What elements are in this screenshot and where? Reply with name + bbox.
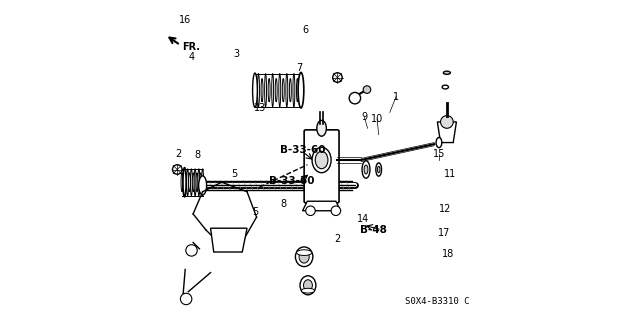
Ellipse shape bbox=[268, 78, 270, 102]
Text: 16: 16 bbox=[179, 15, 191, 25]
Text: 14: 14 bbox=[356, 214, 369, 224]
Text: 2: 2 bbox=[334, 234, 340, 244]
Polygon shape bbox=[437, 122, 456, 142]
Ellipse shape bbox=[293, 74, 295, 107]
Text: B-48: B-48 bbox=[360, 225, 387, 235]
Circle shape bbox=[363, 86, 371, 93]
Text: 6: 6 bbox=[303, 25, 308, 35]
Ellipse shape bbox=[187, 169, 189, 196]
Ellipse shape bbox=[253, 73, 257, 107]
Text: 8: 8 bbox=[280, 199, 287, 209]
Text: 9: 9 bbox=[362, 112, 367, 122]
Circle shape bbox=[333, 73, 342, 82]
Text: 7: 7 bbox=[296, 63, 303, 73]
Ellipse shape bbox=[196, 173, 198, 192]
Ellipse shape bbox=[362, 161, 370, 178]
Ellipse shape bbox=[254, 78, 256, 102]
Circle shape bbox=[349, 92, 360, 104]
Ellipse shape bbox=[192, 173, 194, 192]
Text: 4: 4 bbox=[188, 52, 195, 62]
Ellipse shape bbox=[289, 78, 291, 102]
Ellipse shape bbox=[296, 250, 312, 255]
Text: 15: 15 bbox=[433, 149, 445, 159]
Text: B-33-60: B-33-60 bbox=[269, 176, 314, 186]
Ellipse shape bbox=[444, 71, 451, 74]
Ellipse shape bbox=[183, 169, 185, 196]
Ellipse shape bbox=[364, 165, 368, 174]
Text: FR.: FR. bbox=[182, 42, 200, 52]
Ellipse shape bbox=[299, 251, 309, 263]
Ellipse shape bbox=[296, 78, 298, 102]
Text: 2: 2 bbox=[176, 149, 182, 159]
Ellipse shape bbox=[296, 247, 313, 267]
Text: 3: 3 bbox=[233, 49, 239, 59]
Ellipse shape bbox=[279, 74, 281, 107]
Ellipse shape bbox=[300, 74, 302, 107]
Text: B-33-60: B-33-60 bbox=[280, 146, 325, 156]
Ellipse shape bbox=[183, 168, 186, 197]
Text: 17: 17 bbox=[438, 228, 450, 238]
Circle shape bbox=[173, 165, 182, 174]
Ellipse shape bbox=[376, 163, 381, 176]
Ellipse shape bbox=[282, 78, 284, 102]
Polygon shape bbox=[303, 201, 340, 211]
Text: 1: 1 bbox=[393, 92, 399, 101]
Ellipse shape bbox=[298, 72, 304, 108]
Ellipse shape bbox=[189, 173, 191, 192]
FancyBboxPatch shape bbox=[304, 130, 339, 203]
Text: 10: 10 bbox=[371, 114, 383, 124]
Text: 5: 5 bbox=[231, 169, 237, 179]
Ellipse shape bbox=[264, 74, 266, 107]
Text: 5: 5 bbox=[252, 207, 258, 217]
Ellipse shape bbox=[194, 169, 196, 196]
Ellipse shape bbox=[378, 166, 380, 173]
Text: 12: 12 bbox=[439, 204, 451, 214]
Ellipse shape bbox=[181, 173, 183, 192]
Ellipse shape bbox=[191, 169, 193, 196]
Text: S0X4-B3310 C: S0X4-B3310 C bbox=[404, 297, 469, 306]
Circle shape bbox=[440, 116, 453, 128]
Circle shape bbox=[186, 245, 197, 256]
Ellipse shape bbox=[198, 169, 200, 196]
Ellipse shape bbox=[200, 173, 202, 192]
Text: 8: 8 bbox=[195, 150, 201, 160]
Ellipse shape bbox=[286, 74, 288, 107]
Ellipse shape bbox=[300, 276, 316, 295]
Circle shape bbox=[331, 206, 340, 215]
Ellipse shape bbox=[272, 74, 274, 107]
Text: 11: 11 bbox=[444, 169, 456, 179]
Ellipse shape bbox=[257, 74, 259, 107]
Ellipse shape bbox=[275, 78, 277, 102]
Ellipse shape bbox=[317, 120, 326, 136]
Ellipse shape bbox=[198, 176, 207, 195]
Ellipse shape bbox=[185, 173, 187, 192]
Ellipse shape bbox=[303, 280, 312, 291]
Ellipse shape bbox=[312, 147, 331, 173]
Polygon shape bbox=[211, 228, 247, 252]
Ellipse shape bbox=[316, 151, 328, 169]
Circle shape bbox=[306, 206, 316, 215]
Ellipse shape bbox=[261, 78, 263, 102]
Ellipse shape bbox=[301, 288, 315, 293]
Ellipse shape bbox=[442, 85, 449, 89]
Text: 18: 18 bbox=[442, 249, 454, 259]
Ellipse shape bbox=[202, 169, 204, 196]
Ellipse shape bbox=[436, 138, 442, 148]
Circle shape bbox=[180, 293, 192, 305]
Text: 13: 13 bbox=[253, 103, 266, 113]
